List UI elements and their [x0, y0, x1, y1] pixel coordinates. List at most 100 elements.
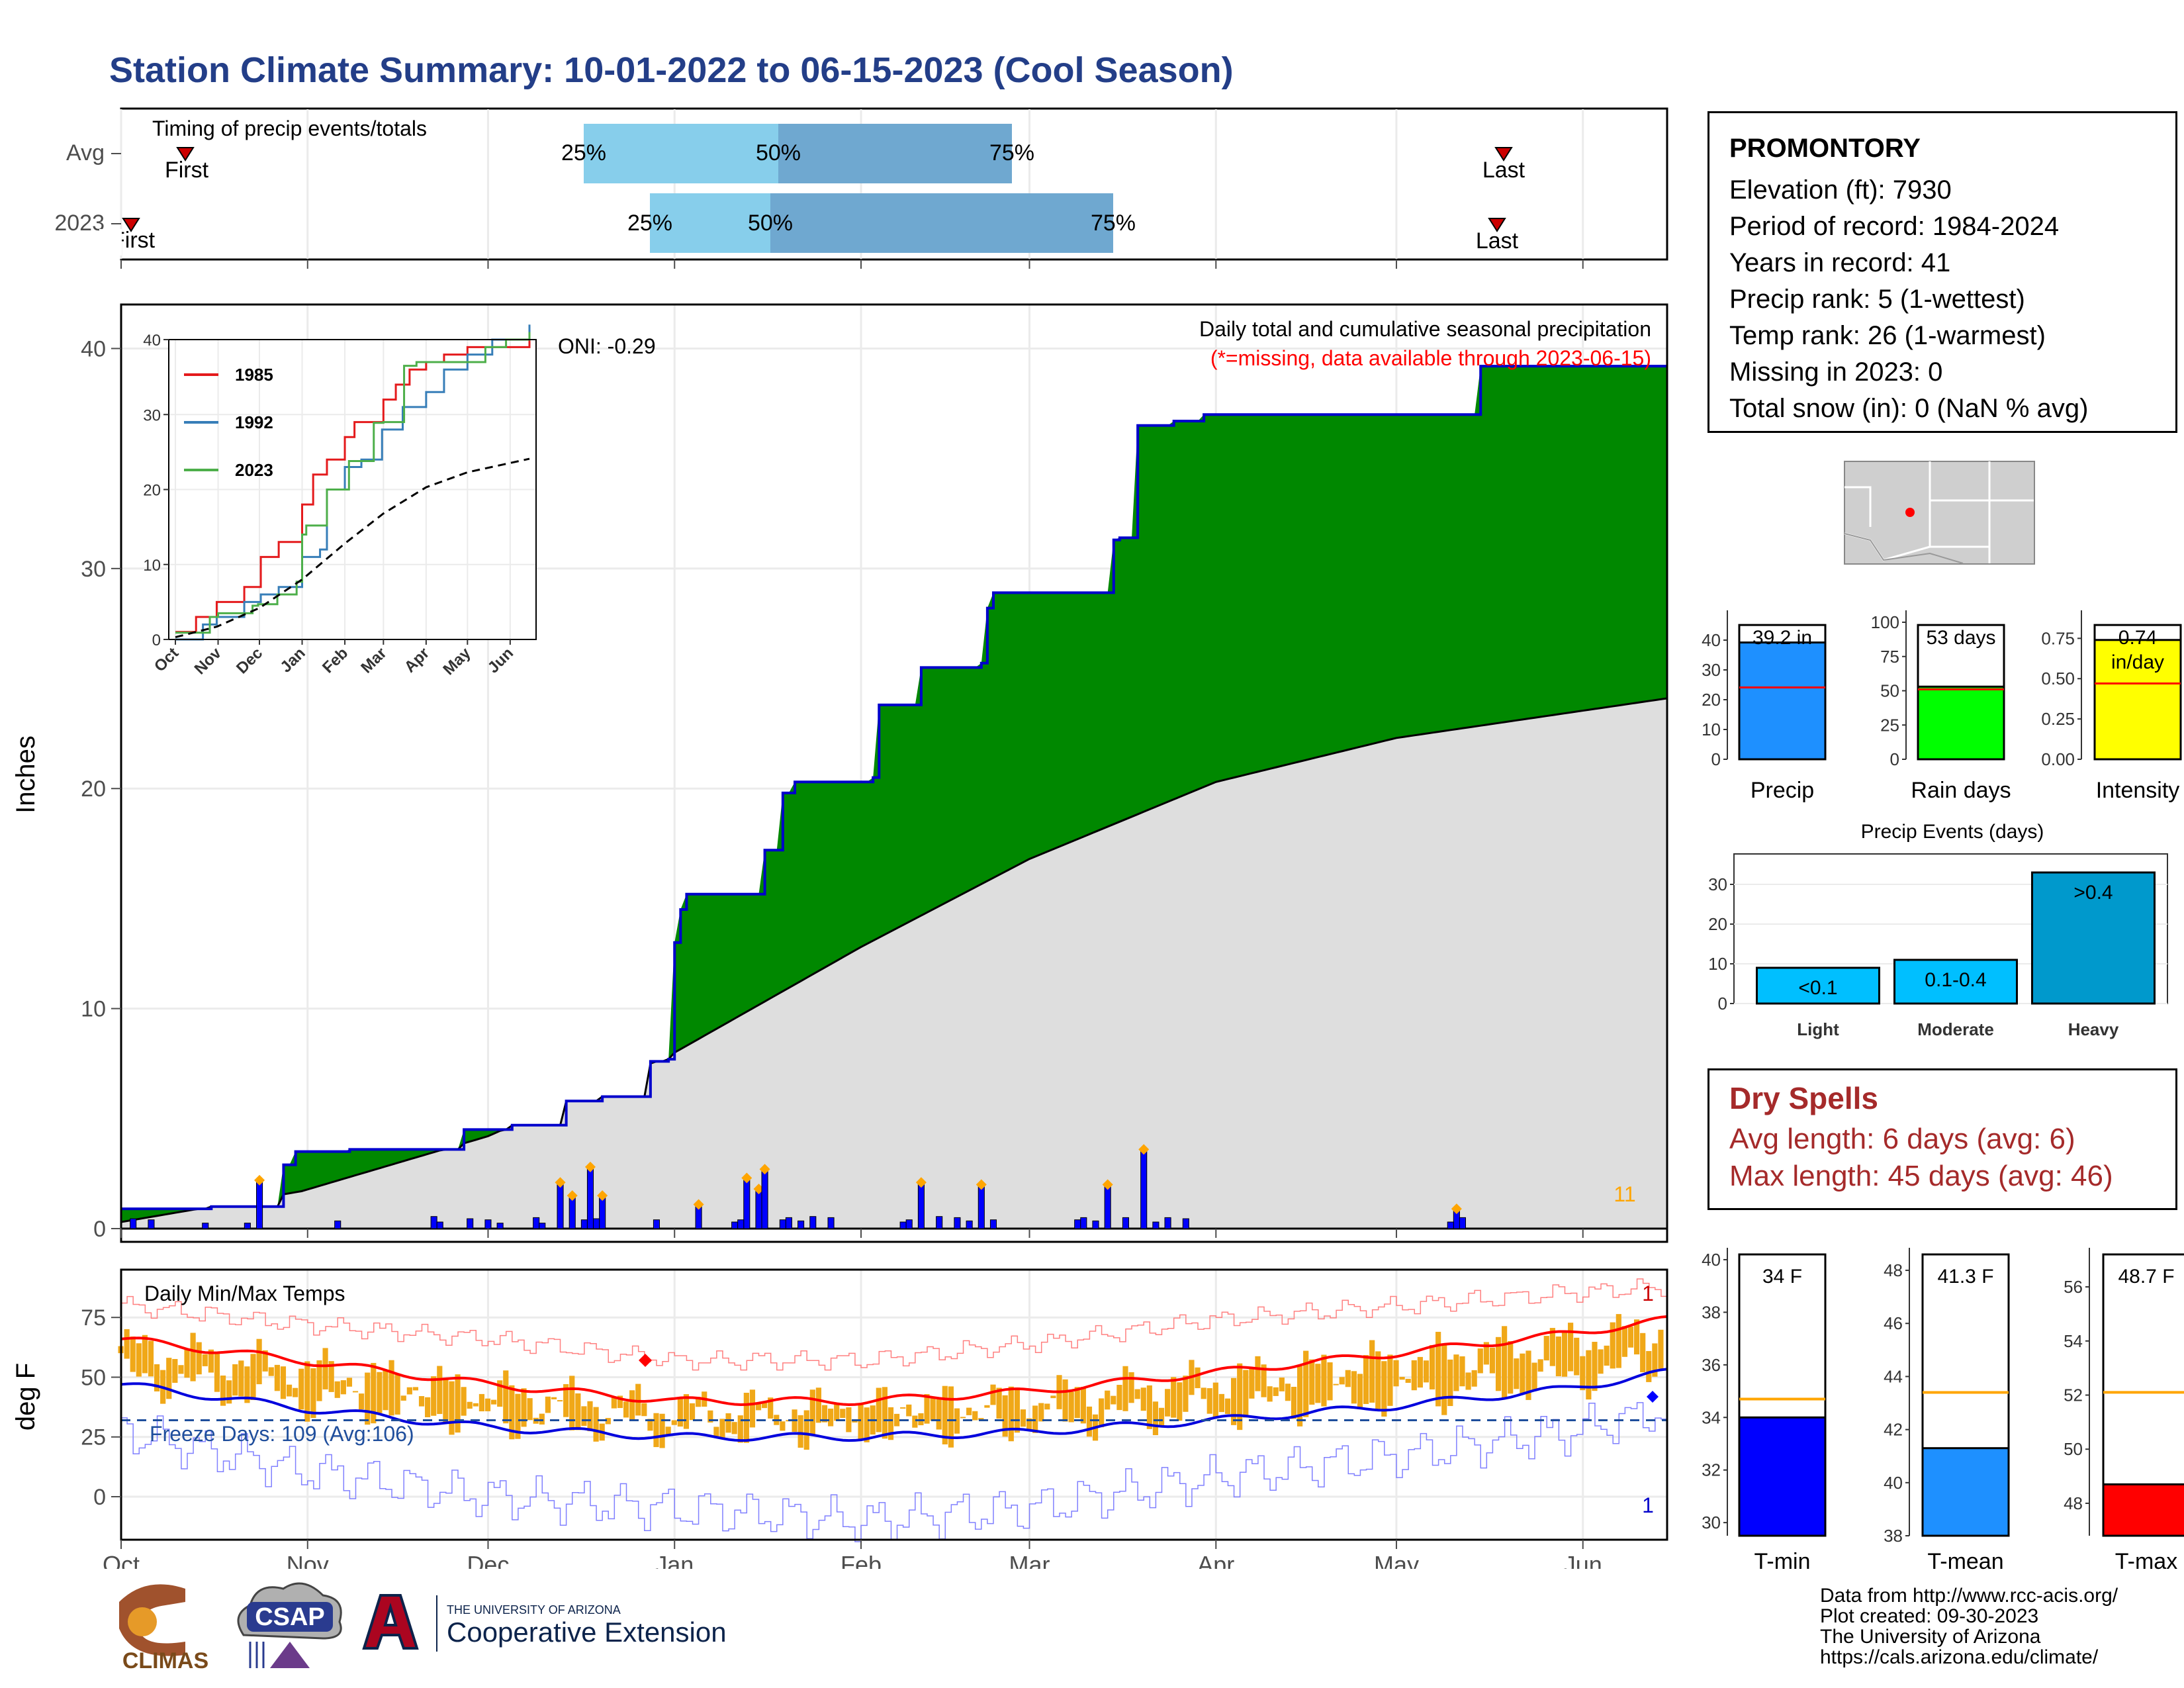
- tstat-t-mean-tick-label-2: 42: [1884, 1420, 1903, 1440]
- events-y-tick-label-1: 10: [1708, 954, 1727, 974]
- events-bar-label-moderate: 0.1-0.4: [1925, 969, 1986, 991]
- temp-daily-bar: [256, 1338, 262, 1385]
- temp-daily-bar: [834, 1403, 840, 1421]
- temp-daily-bar: [731, 1422, 737, 1434]
- ua-logo-a-mark: [362, 1594, 419, 1650]
- temp-daily-bar: [629, 1390, 635, 1421]
- temp-daily-bar: [172, 1358, 178, 1383]
- precip-daily-bar: [539, 1223, 546, 1229]
- stat-precip-tick-label-1: 10: [1702, 720, 1721, 739]
- temp-daily-bar: [569, 1376, 575, 1430]
- station-period: Period of record: 1984-2024: [1729, 212, 2060, 241]
- temp-daily-bar: [166, 1358, 172, 1399]
- precip-heavy-marker: [915, 1177, 927, 1188]
- temp-daily-bar: [707, 1410, 713, 1423]
- temp-daily-bar: [1537, 1359, 1543, 1372]
- temp-panel-frame: [120, 1268, 1668, 1541]
- precip-daily-bar: [1459, 1217, 1467, 1229]
- temp-daily-bar: [1592, 1342, 1598, 1391]
- stat-intensity-label: Intensity: [2096, 778, 2180, 803]
- timing-2023-bar-late: [770, 193, 1113, 253]
- precip-daily-bar: [1122, 1217, 1129, 1229]
- temp-daily-bar: [1074, 1387, 1080, 1419]
- temp-daily-bar: [1068, 1391, 1074, 1423]
- stat-rain-days-bar: [1917, 685, 2005, 761]
- temp-daily-bar: [1261, 1364, 1267, 1397]
- timing-row-2023-label: 2023: [54, 211, 105, 236]
- tstat-t-mean-tick-label-5: 48: [1884, 1260, 1903, 1280]
- temp-x-tick-label-oct: Oct: [103, 1551, 140, 1569]
- temp-daily-bar: [1243, 1370, 1249, 1418]
- precip-heavy-marker: [254, 1174, 265, 1186]
- events-title: Precip Events (days): [1861, 821, 2044, 843]
- tstat-t-max-tick-label-3: 54: [2064, 1331, 2083, 1351]
- temp-daily-bar: [653, 1413, 659, 1448]
- temp-daily-bar: [1212, 1382, 1218, 1417]
- temp-y-tick-label-0: 0: [93, 1485, 106, 1510]
- temp-daily-bar: [388, 1360, 394, 1416]
- inset-y-tick-label-20: 20: [143, 482, 161, 500]
- temp-daily-bar: [768, 1397, 774, 1419]
- temp-daily-bar: [293, 1387, 298, 1397]
- inset-y-tick-label-30: 30: [143, 406, 161, 424]
- precip-daily-bars: [130, 1144, 1467, 1229]
- precip-events-chart: Precip Events (days) 0 10 20 30 <0.1 Light 0.1…: [1708, 821, 2168, 1039]
- timing-panel-label: Timing of precip events/totals: [152, 117, 427, 140]
- timing-2023-last-label: Last: [1476, 228, 1519, 254]
- stat-intensity-tick-label-0: 0.00: [2041, 749, 2075, 769]
- temp-daily-bar: [1405, 1378, 1411, 1383]
- temp-chart-title: Daily Min/Max Temps: [144, 1282, 345, 1305]
- temp-daily-bar: [298, 1368, 304, 1410]
- stat-precip-tick-label-4: 40: [1702, 630, 1721, 650]
- temp-daily-bar: [1435, 1331, 1441, 1407]
- temp-daily-bar: [990, 1384, 996, 1405]
- temp-daily-bar: [455, 1374, 461, 1433]
- temp-daily-bar: [605, 1418, 611, 1425]
- temp-daily-bar: [647, 1419, 653, 1431]
- precip-chart-title: Daily total and cumulative seasonal prec…: [1199, 317, 1651, 341]
- temp-daily-bar: [1495, 1336, 1502, 1391]
- temp-daily-bar: [478, 1393, 485, 1412]
- precip-corner-count: 11: [1614, 1182, 1635, 1206]
- climas-logo-sun: [128, 1607, 157, 1636]
- temp-daily-bar: [840, 1409, 846, 1419]
- temp-daily-bar: [1525, 1350, 1531, 1400]
- tstat-t-min-bar: [1738, 1416, 1827, 1537]
- temp-daily-bar: [551, 1397, 557, 1399]
- temp-daily-bar: [809, 1389, 815, 1436]
- temp-daily-bar: [1321, 1354, 1327, 1407]
- precip-daily-bar: [905, 1219, 913, 1229]
- temp-daily-bar: [575, 1393, 581, 1430]
- temp-daily-bar: [737, 1415, 743, 1443]
- temp-daily-bar: [208, 1349, 214, 1373]
- precip-heavy-marker: [1102, 1179, 1113, 1190]
- footer-line-data-source: Data from http://www.rcc-acis.org/: [1820, 1585, 2118, 1607]
- temp-daily-bar: [1543, 1336, 1549, 1361]
- temp-daily-bar: [1158, 1407, 1165, 1426]
- temp-lines: [120, 1278, 1668, 1542]
- timing-avg-p25: 25%: [561, 140, 606, 165]
- temp-daily-bar: [1399, 1376, 1405, 1380]
- temp-daily-bar: [641, 1403, 647, 1417]
- temp-daily-bar: [148, 1340, 154, 1377]
- precip-daily-bar: [1074, 1219, 1081, 1229]
- temp-x-tick-label-jun: Jun: [1564, 1551, 1602, 1569]
- temp-y-tick-label-75: 75: [81, 1305, 106, 1331]
- temp-daily-bar: [509, 1385, 515, 1440]
- inset-y-axis: 0 10 20 30 40: [143, 332, 169, 649]
- temp-daily-bar: [1345, 1370, 1351, 1387]
- temp-daily-bar: [1177, 1382, 1183, 1421]
- stat-intensity-tick-label-1: 0.25: [2041, 709, 2075, 729]
- temp-daily-bar: [1393, 1360, 1399, 1387]
- freeze-days-label: Freeze Days: 109 (Avg:106): [150, 1422, 414, 1446]
- temp-daily-bar: [828, 1408, 834, 1427]
- timing-2023-bar-early: [650, 193, 770, 253]
- precip-y-tick-label-20: 20: [81, 776, 106, 802]
- temp-panel-background: [121, 1270, 1667, 1540]
- precip-daily-bar: [467, 1218, 474, 1229]
- temp-daily-bar: [184, 1349, 190, 1378]
- temp-daily-bar: [1502, 1326, 1508, 1399]
- temp-daily-bar: [1224, 1398, 1231, 1415]
- temp-daily-bar: [1423, 1360, 1430, 1383]
- temp-daily-bar: [659, 1413, 665, 1448]
